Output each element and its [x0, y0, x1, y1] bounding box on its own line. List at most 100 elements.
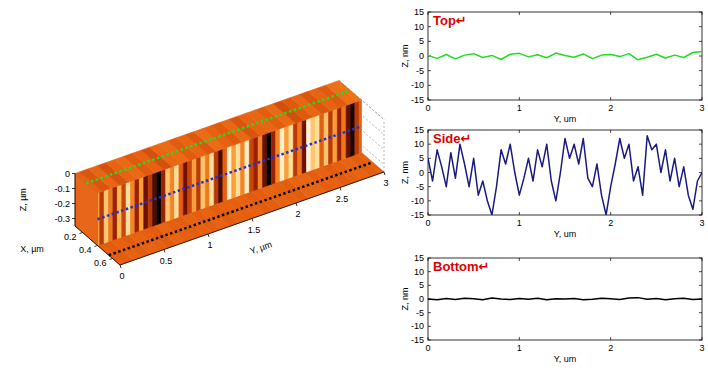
x-tick: [428, 12, 429, 15]
z-axis-label: Z, µm: [18, 188, 28, 211]
x-tick: [80, 233, 83, 234]
y-tick-label: 10: [414, 22, 424, 32]
x-tick-label: 2: [608, 343, 613, 353]
y-tick: [428, 130, 431, 131]
x-tick: [428, 130, 429, 133]
x-tick-label: 3: [699, 343, 704, 353]
z-tick: [72, 173, 75, 174]
y-tick-label: 2: [295, 209, 300, 219]
x-tick-label: 1: [517, 343, 522, 353]
x-tick: [610, 258, 611, 261]
y-tick: [699, 312, 702, 313]
profile-line: [428, 136, 702, 215]
x-tick-label: 0: [425, 103, 430, 113]
y-tick: [164, 250, 165, 253]
surface-stripe: [359, 100, 361, 153]
x-tick: [702, 130, 703, 133]
x-tick: [428, 258, 429, 261]
y-tick: [428, 326, 431, 327]
y-tick: [428, 85, 431, 86]
plot-frame: [428, 258, 702, 340]
x-tick: [110, 259, 113, 260]
profile-chart: 0123-15-10-5051015Side↵Y, umZ, nm: [400, 125, 705, 239]
y-tick-label: 5: [419, 280, 424, 290]
x-tick-label: 2: [608, 103, 613, 113]
x-tick-label: 3: [699, 218, 704, 228]
x-tick-label: 2: [608, 218, 613, 228]
y-tick: [428, 340, 431, 341]
y-tick-label: 10: [414, 267, 424, 277]
y-tick-label: 5: [419, 153, 424, 163]
y-tick-label: 1.5: [248, 225, 261, 235]
y-tick: [699, 56, 702, 57]
x-axis-label: Y, um: [554, 354, 576, 364]
y-tick: [699, 326, 702, 327]
y-tick-label: -5: [416, 182, 424, 192]
y-tick-label: -15: [411, 210, 424, 220]
y-tick: [340, 188, 341, 191]
y-tick: [428, 144, 431, 145]
box-edge: [384, 120, 385, 173]
profile-path: [109, 162, 373, 255]
x-tick: [519, 212, 520, 215]
y-tick: [699, 340, 702, 341]
x-tick: [428, 97, 429, 100]
y-tick: [120, 265, 121, 268]
y-tick-label: 15: [414, 7, 424, 17]
y-tick: [428, 100, 431, 101]
y-tick-label: 0: [419, 294, 424, 304]
x-tick-label: 1: [517, 103, 522, 113]
profile-line: [428, 52, 702, 60]
y-tick: [699, 100, 702, 101]
plot-frame: [428, 12, 702, 100]
plot-frame: [428, 130, 702, 215]
y-tick-label: 0: [119, 271, 124, 281]
x-tick-label: 3: [699, 103, 704, 113]
x-tick: [610, 12, 611, 15]
y-tick: [428, 312, 431, 313]
y-axis-label: Z, nm: [400, 161, 410, 184]
y-tick-label: -10: [411, 321, 424, 331]
z-tick: [72, 188, 75, 189]
page: {"chart_data": [ {"type": "surface3d", "…: [0, 0, 708, 370]
plot-area: [428, 298, 702, 300]
z-tick-label: 0: [65, 169, 70, 179]
x-tick: [428, 337, 429, 340]
y-tick: [699, 186, 702, 187]
y-tick-label: -5: [416, 66, 424, 76]
y-tick: [428, 271, 431, 272]
y-tick: [208, 234, 209, 237]
profile-path: [86, 90, 350, 183]
profile-chart: 0123-15-10-5051015Bottom↵Y, umZ, nm: [400, 253, 705, 364]
y-tick-label: 5: [419, 36, 424, 46]
y-axis-label: Z, nm: [400, 287, 410, 310]
profile-chart: 0123-15-10-5051015Top↵Y, umZ, nm: [400, 7, 705, 124]
y-tick-label: 3: [383, 178, 388, 188]
x-axis-label: Y, um: [554, 229, 576, 239]
x-tick: [610, 130, 611, 133]
side-face: [98, 100, 362, 246]
x-tick-label: 0: [425, 218, 430, 228]
top-face: [75, 81, 362, 194]
y-tick: [699, 41, 702, 42]
y-tick: [699, 285, 702, 286]
x-tick: [519, 97, 520, 100]
end-face: [75, 174, 98, 246]
z-tick-label: -0.1: [54, 184, 70, 194]
x-tick: [519, 12, 520, 15]
y-tick-label: -5: [416, 308, 424, 318]
y-axis-label: Z, nm: [400, 44, 410, 67]
figure: 0-0.1-0.2-0.30.20.40.600.511.522.53Z, µm…: [0, 0, 708, 370]
y-tick: [699, 26, 702, 27]
chart-title: Side↵: [433, 131, 471, 146]
x-tick: [702, 258, 703, 261]
x-tick: [610, 212, 611, 215]
y-tick-label: -15: [411, 335, 424, 345]
x-tick: [519, 130, 520, 133]
x-tick: [519, 258, 520, 261]
y-tick: [699, 271, 702, 272]
profile-line: [428, 298, 702, 300]
y-tick: [296, 203, 297, 206]
y-tick-label: 0: [419, 51, 424, 61]
y-axis-label: Y, µm: [249, 239, 274, 256]
